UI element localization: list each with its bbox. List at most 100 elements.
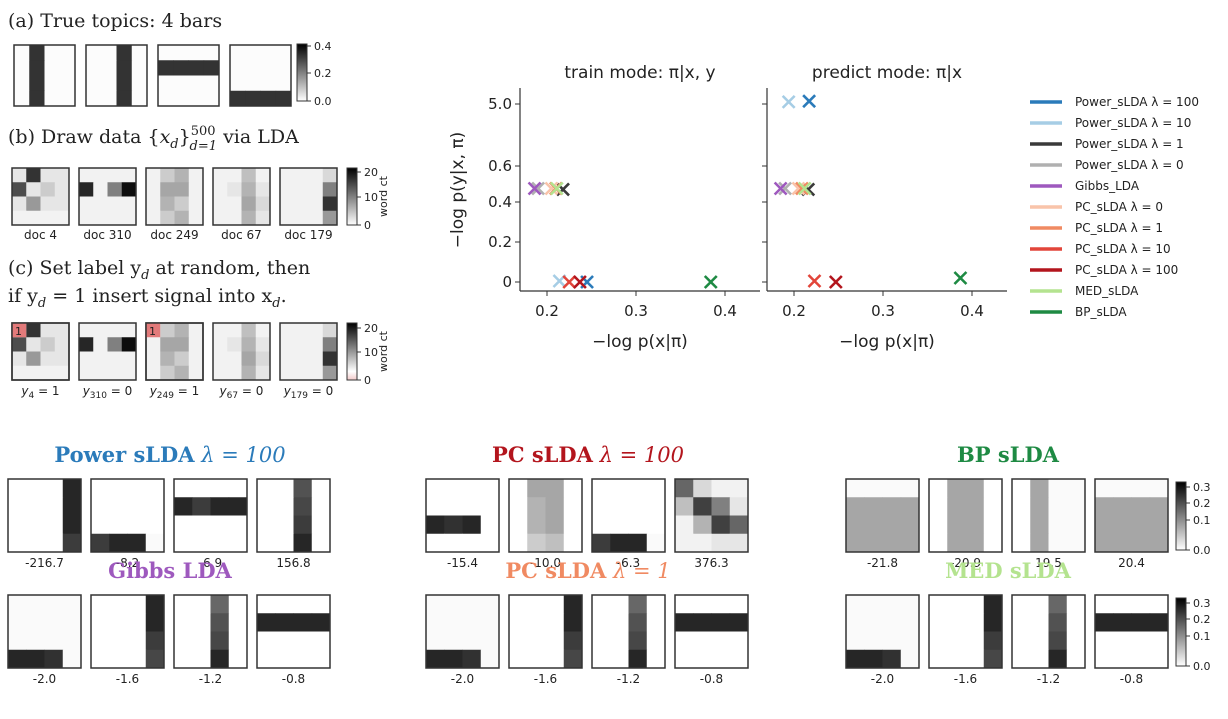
heatmap-cell — [646, 631, 666, 651]
heatmap-frame — [845, 478, 920, 553]
panel-c-title-line1: (c) Set label yd at random, then — [8, 257, 310, 283]
true-topic-heatmap — [13, 44, 76, 107]
heatmap-cell — [173, 45, 189, 61]
heatmap-frame — [508, 594, 583, 669]
marker-stroke — [795, 181, 809, 196]
heatmap-cell — [91, 497, 110, 516]
heatmap-cell — [1095, 533, 1114, 553]
heatmap-cell — [900, 613, 920, 632]
heatmap-cell — [107, 351, 123, 367]
colorbar-tick-label: 0.0 — [314, 95, 332, 108]
heatmap-cell — [1131, 631, 1151, 651]
heatmap-cell — [188, 90, 205, 107]
heatmap-cell — [160, 168, 175, 183]
scatter-panel: predict mode: π|x 0.2 0.3 0.4 −log p(x|π) — [762, 63, 1007, 352]
heatmap-cell — [14, 75, 30, 92]
heatmap-cell — [174, 613, 193, 632]
heatmap-cell — [947, 631, 966, 651]
heatmap-frame — [1011, 594, 1086, 669]
marker-stroke — [703, 275, 718, 289]
heatmap-cell — [93, 337, 108, 352]
heatmap-cell — [174, 196, 190, 212]
heatmap-cell — [965, 649, 985, 669]
heatmap-cell — [213, 210, 228, 226]
heatmap-frame — [674, 478, 749, 553]
scatter-title: train mode: π|x, y — [564, 63, 715, 83]
doc-y-label: y249 = 1 — [149, 384, 200, 401]
labeled-doc-heatmap — [212, 322, 271, 381]
heatmap-cell — [127, 497, 147, 516]
heatmap-cell — [509, 515, 528, 535]
heatmap-cell — [1149, 497, 1169, 516]
heatmap-cell — [592, 533, 611, 553]
heatmap-cell — [965, 497, 985, 516]
heatmap-cell — [12, 351, 27, 367]
title-sub: d — [170, 137, 178, 152]
heatmap-cell — [864, 613, 883, 632]
heatmap-cell — [1131, 497, 1151, 516]
heatmap-cell — [101, 45, 117, 61]
heatmap-cell — [646, 649, 666, 669]
title-sub: d=1 — [190, 139, 218, 154]
heatmap-frame — [212, 167, 271, 226]
heatmap-cell — [255, 365, 271, 381]
heatmap-cell — [322, 365, 338, 381]
heatmap-cell — [444, 595, 463, 614]
legend-label: Power_sLDA λ = 1 — [1075, 137, 1184, 151]
topic-heatmap — [845, 478, 920, 553]
heatmap-cell — [14, 60, 30, 76]
heatmap-cell — [213, 168, 228, 183]
heatmap-cell — [527, 515, 546, 535]
heatmap-cell — [646, 515, 666, 535]
heatmap-cell — [241, 323, 257, 338]
heatmap-cell — [322, 323, 338, 338]
heatmap-cell — [527, 479, 546, 498]
heatmap-cell — [121, 210, 137, 226]
topic-weight: -1.2 — [1037, 672, 1060, 686]
heatmap-cell — [480, 649, 500, 669]
doc-heatmap — [212, 167, 271, 226]
legend-label: Gibbs_LDA — [1075, 179, 1140, 193]
heatmap-cell — [426, 497, 445, 516]
heatmap-cell — [174, 533, 193, 553]
colorbar-fill — [1175, 597, 1187, 667]
x-axis-label: −log p(x|π) — [592, 332, 688, 352]
heatmap-cell — [26, 210, 41, 226]
heatmap-cell — [462, 595, 482, 614]
heatmap-cell — [1048, 497, 1068, 516]
marker-stroke — [531, 181, 546, 196]
heatmap-cell — [929, 515, 948, 535]
heatmap-cell — [228, 497, 248, 516]
topic-weight: -2.0 — [33, 672, 56, 686]
heatmap-cell — [241, 365, 257, 381]
heatmap-cell — [145, 649, 165, 669]
heatmap-cell — [1030, 595, 1049, 614]
heatmap-cell — [62, 497, 82, 516]
heatmap-cell — [1012, 613, 1031, 632]
heatmap-cell — [145, 497, 165, 516]
heatmap-frame — [1094, 594, 1169, 669]
topic-heatmap — [1094, 594, 1169, 669]
heatmap-cell — [610, 479, 629, 498]
heatmap-cell — [900, 631, 920, 651]
heatmap-cell — [241, 196, 257, 212]
heatmap-cell — [160, 323, 175, 338]
topic-block-title: Power sLDA λ = 100 — [54, 442, 285, 467]
legend-label: PC_sLDA λ = 10 — [1075, 242, 1171, 256]
heatmap-cell — [257, 595, 276, 614]
heatmap-cell — [293, 595, 313, 614]
heatmap-cell — [8, 631, 27, 651]
heatmap-cell — [693, 497, 712, 516]
heatmap-cell — [983, 533, 1003, 553]
heatmap-cell — [257, 631, 276, 651]
heatmap-cell — [1131, 595, 1151, 614]
heatmap-frame — [279, 167, 338, 226]
heatmap-cell — [275, 533, 294, 553]
heatmap-cell — [59, 45, 76, 61]
heatmap-cell — [101, 60, 117, 76]
heatmap-cell — [308, 323, 324, 338]
marker-stroke — [527, 181, 542, 196]
heatmap-cell — [109, 649, 128, 669]
heatmap-cell — [444, 613, 463, 632]
